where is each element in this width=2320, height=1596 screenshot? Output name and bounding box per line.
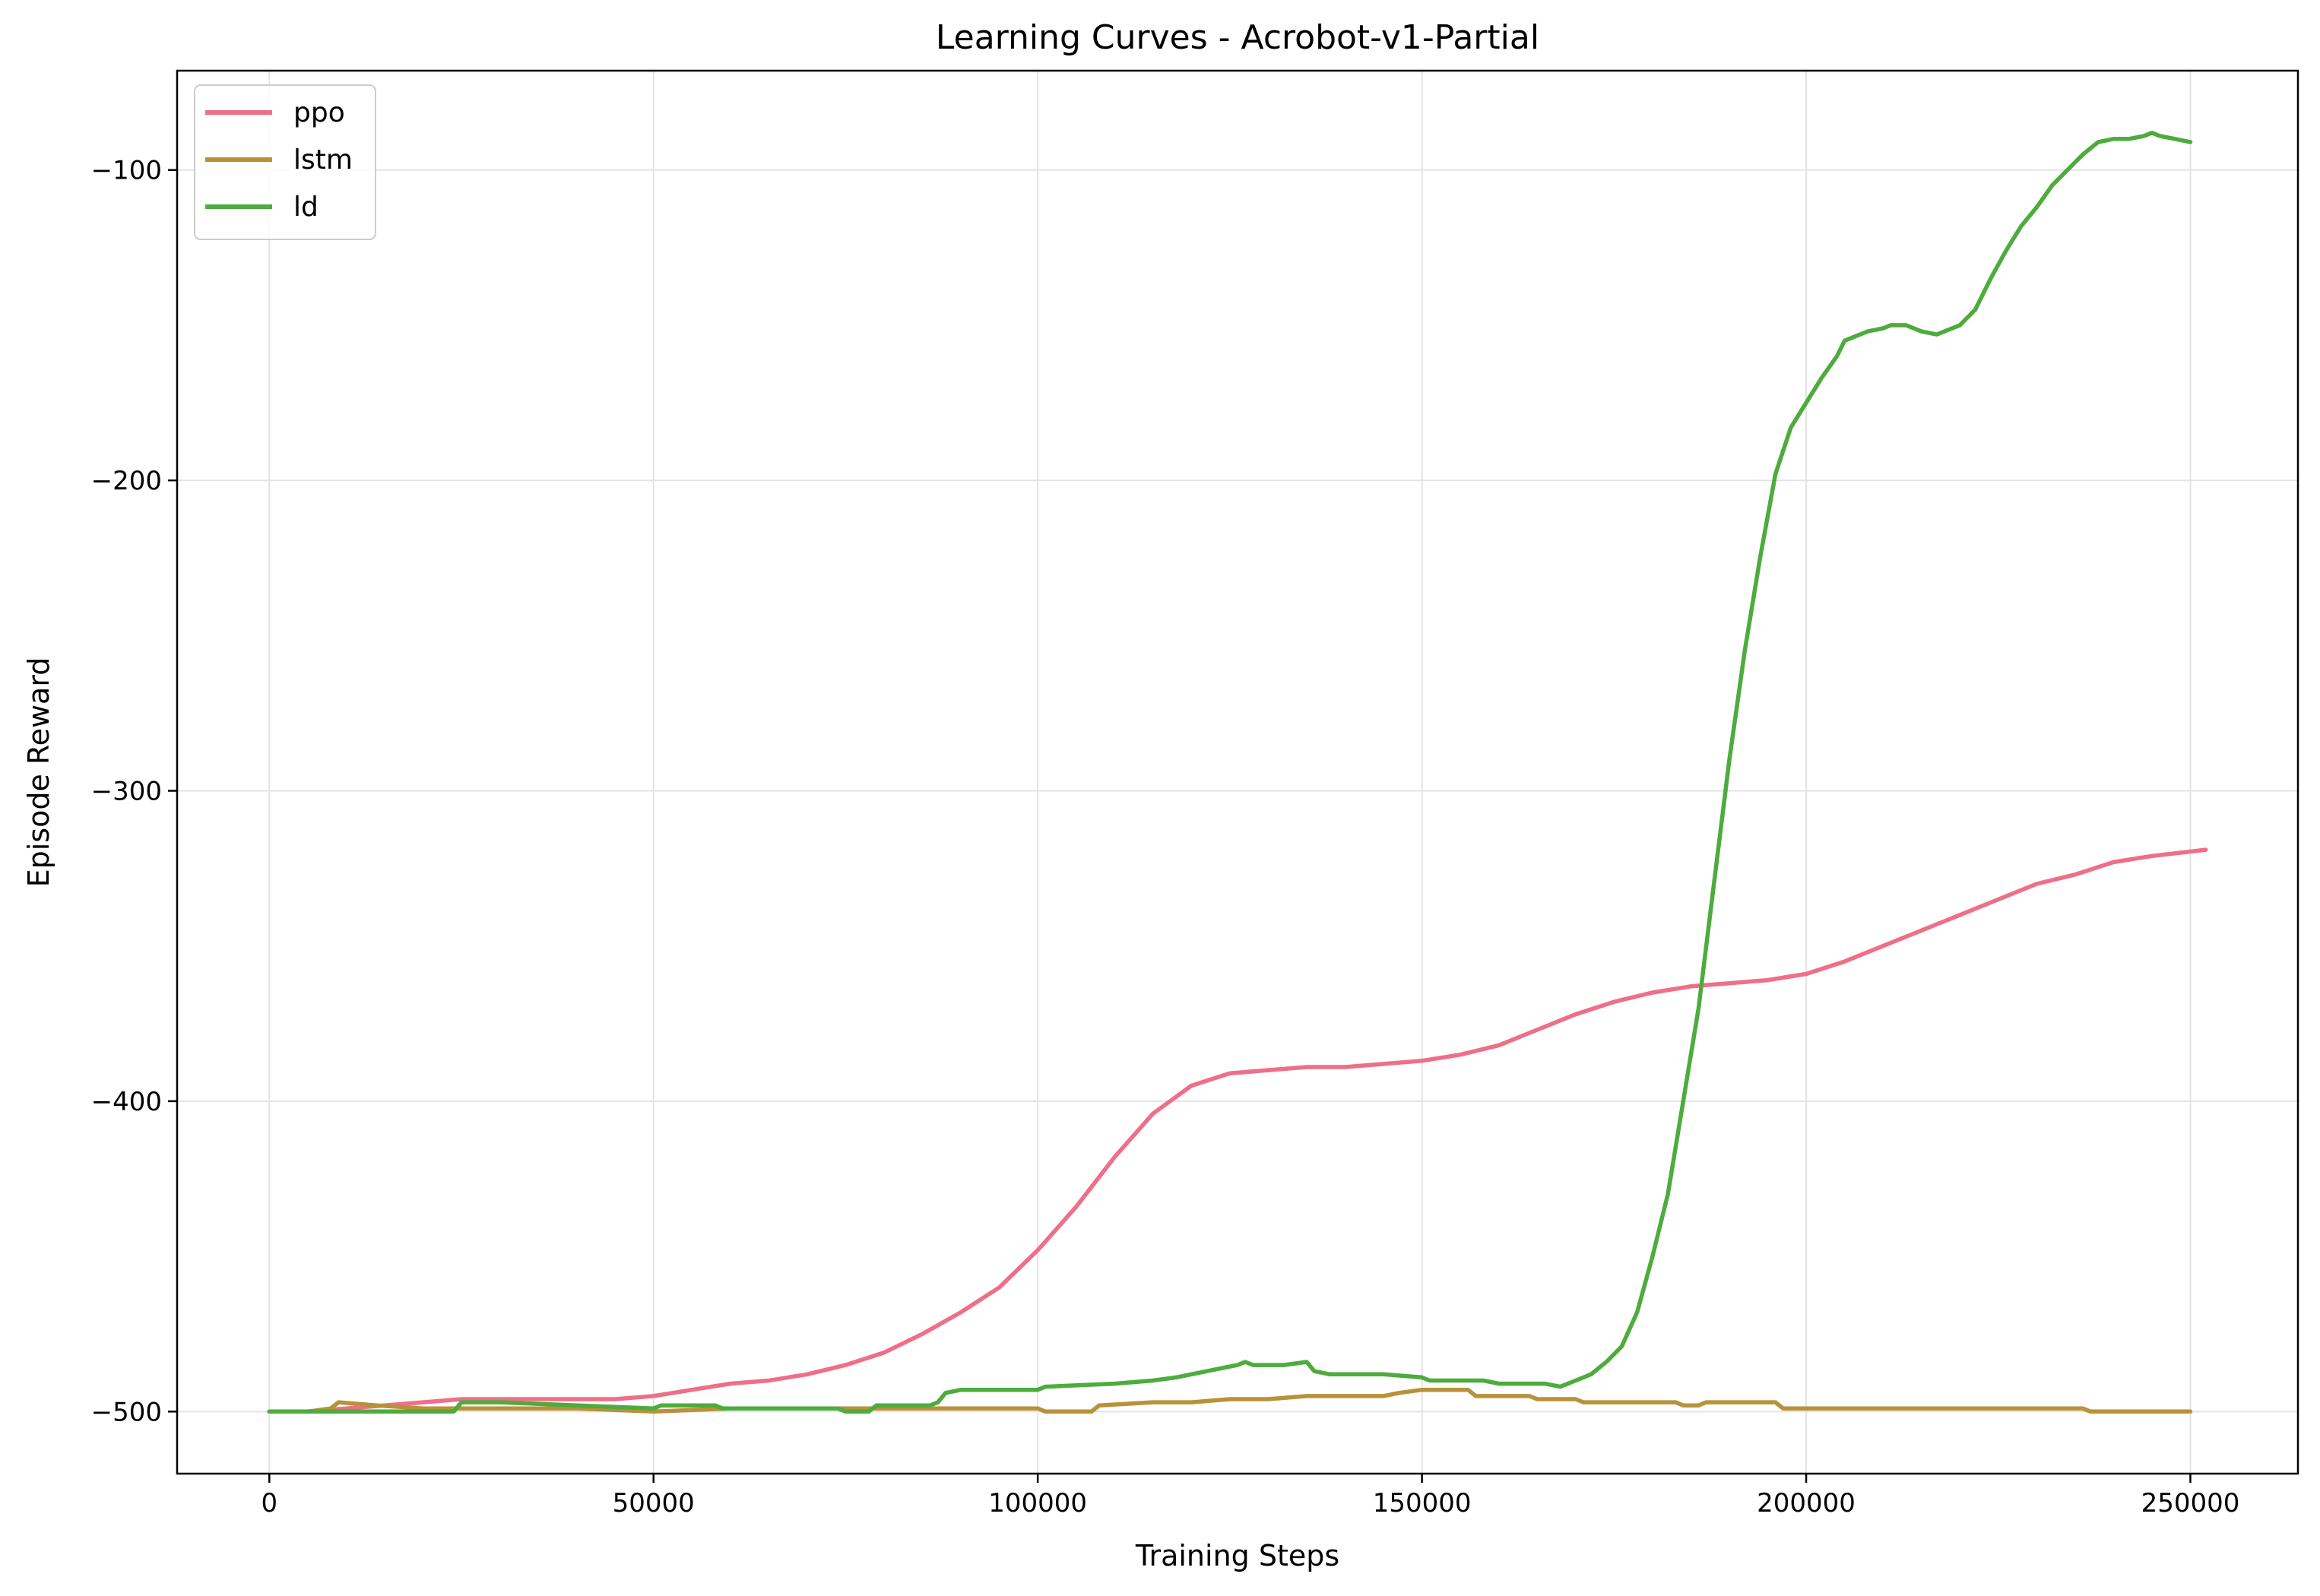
x-tick-label: 0 [261,1488,277,1518]
series-layer [267,130,2208,1414]
x-tick-label: 100000 [988,1488,1087,1518]
legend-label-ppo: ppo [293,97,345,128]
tick-layer: 0 50000 100000 150000 200000 250000 −500 −400 −3… [91,156,2240,1518]
grid-layer [177,71,2298,1474]
plot-frame [176,69,2299,1475]
legend-label-lstm: lstm [293,144,353,176]
series-line-ld [267,130,2193,1414]
series-line-ppo [267,847,2208,1414]
legend: ppo lstm ld [194,84,376,240]
y-axis-label: Episode Reward [22,657,55,888]
x-tick-label: 200000 [1757,1488,1856,1518]
y-tick-label: −400 [91,1087,162,1117]
y-tick-label: −500 [91,1397,162,1427]
y-tick-label: −300 [91,777,162,807]
x-tick-label: 50000 [613,1488,695,1518]
x-tick-label: 250000 [2141,1488,2240,1518]
chart-title: Learning Curves - Acrobot-v1-Partial [936,18,1539,57]
series-line-lstm [267,1387,2193,1414]
legend-box [194,84,376,240]
x-tick-label: 150000 [1373,1488,1472,1518]
y-tick-label: −200 [91,466,162,496]
legend-label-ld: ld [293,192,319,223]
x-axis-label: Training Steps [1135,1539,1339,1572]
y-tick-label: −100 [91,156,162,186]
